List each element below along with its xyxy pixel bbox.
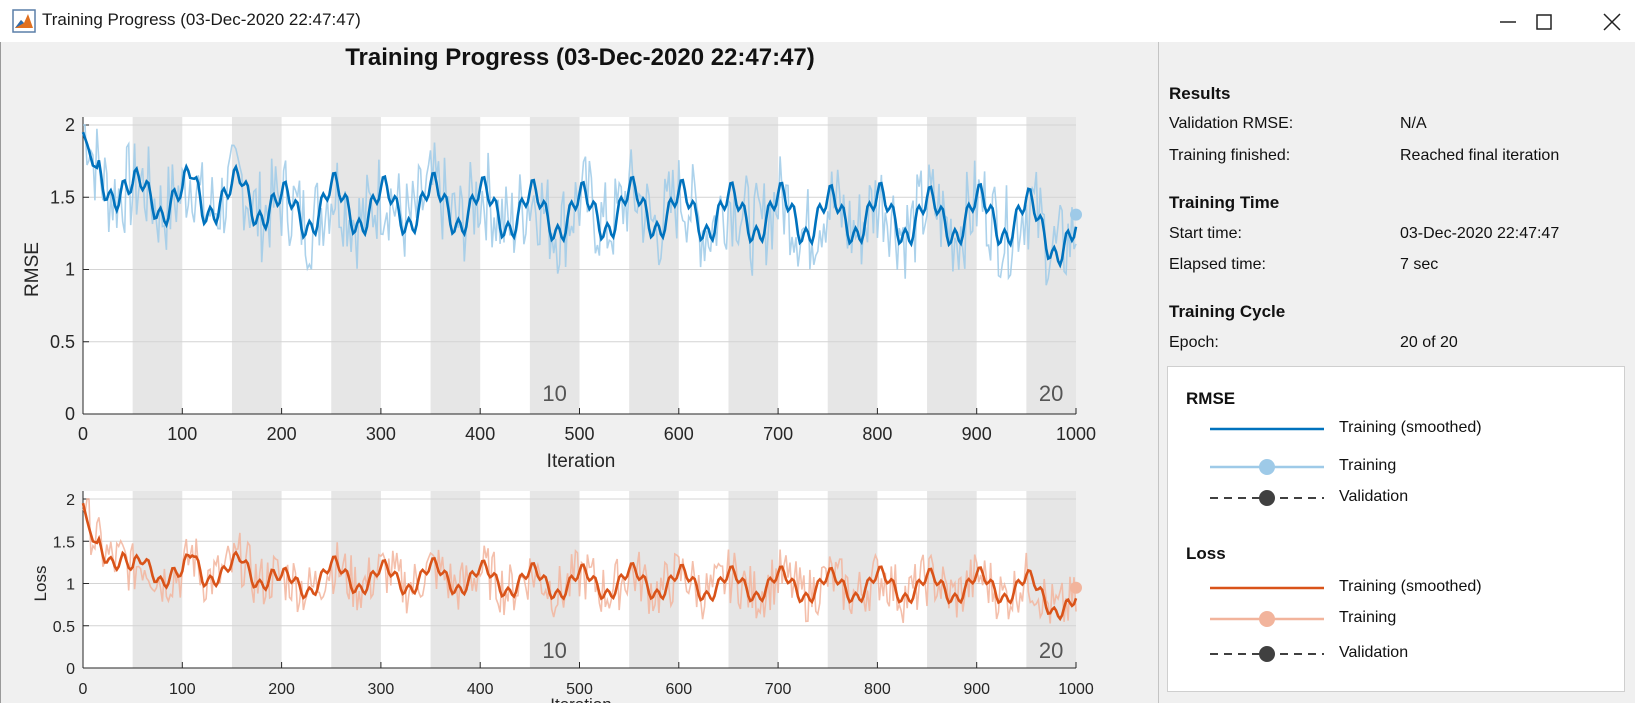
- loss-y-tick-label: 2: [66, 492, 75, 509]
- rmse-epoch-band: [1026, 117, 1076, 414]
- legend-loss-training-line: [1210, 611, 1324, 627]
- minimize-icon: [1500, 21, 1516, 23]
- rmse-epoch-label: 10: [542, 381, 566, 406]
- rmse-x-tick-label: 500: [564, 424, 594, 444]
- legend-rmse-training-line: [1210, 459, 1324, 475]
- minimize-button[interactable]: [1484, 0, 1530, 42]
- rmse-epoch-band: [529, 117, 580, 414]
- legend-loss-heading: Loss: [1186, 544, 1226, 563]
- legend-loss-smoothed-text: Training (smoothed): [1339, 578, 1482, 595]
- rmse-y-tick-label: 0: [65, 404, 75, 424]
- legend-rmse-validation-text: Validation: [1339, 488, 1409, 505]
- validation-rmse-label: Validation RMSE:: [1169, 115, 1294, 132]
- rmse-x-tick-label: 0: [78, 424, 88, 444]
- loss-epoch-label: 10: [542, 638, 566, 663]
- legend-rmse-training-text: Training: [1339, 457, 1397, 474]
- training-plots: 00.511.520 100 200 300 400 500 600 700 800 900 100…: [22, 115, 1096, 703]
- legend-rmse-smoothed-text: Training (smoothed): [1339, 419, 1482, 436]
- legend-rmse-validation-line: [1210, 490, 1324, 506]
- legend-rmse-smoothed-line: [1210, 427, 1324, 431]
- loss-x-tick-label: 400: [467, 681, 494, 698]
- rmse-y-axis-label: RMSE: [22, 242, 43, 297]
- loss-epoch-label: 20: [1039, 638, 1063, 663]
- loss-x-tick-label: 100: [169, 681, 196, 698]
- rmse-x-tick-label: 100: [167, 424, 197, 444]
- elapsed-time-value: 7 sec: [1400, 256, 1439, 273]
- maximize-button[interactable]: [1520, 0, 1566, 42]
- rmse-x-tick-label: 1000: [1056, 424, 1096, 444]
- rmse-epoch-band: [827, 117, 878, 414]
- rmse-epoch-band: [629, 117, 679, 414]
- rmse-x-tick-label: 200: [267, 424, 297, 444]
- loss-y-tick-label: 0.5: [53, 619, 75, 636]
- legend-box: RMSE Training (smoothed) Training Valida…: [1167, 366, 1625, 692]
- loss-x-tick-label: 1000: [1058, 681, 1094, 698]
- rmse-x-tick-label: 900: [962, 424, 992, 444]
- training-time-heading: Training Time: [1169, 193, 1280, 212]
- loss-x-tick-label: 500: [566, 681, 593, 698]
- loss-epoch-band: [1026, 491, 1076, 668]
- rmse-y-tick-label: 0.5: [50, 332, 75, 352]
- rmse-y-tick-label: 1: [65, 260, 75, 280]
- close-button[interactable]: [1588, 0, 1634, 42]
- matlab-icon: [12, 9, 36, 33]
- epoch-label: Epoch:: [1169, 334, 1219, 351]
- rmse-x-tick-label: 400: [465, 424, 495, 444]
- loss-x-tick-label: 700: [765, 681, 792, 698]
- loss-training-raw-line: [82, 498, 1077, 624]
- start-time-value: 03-Dec-2020 22:47:47: [1400, 225, 1560, 242]
- loss-x-tick-label: 800: [864, 681, 891, 698]
- rmse-epoch-band: [132, 117, 183, 414]
- rmse-epoch-label: 20: [1039, 381, 1063, 406]
- legend-loss-smoothed-line: [1210, 586, 1324, 590]
- loss-training-smoothed-line: [81, 502, 1078, 622]
- training-cycle-heading: Training Cycle: [1169, 302, 1286, 321]
- loss-x-tick-label: 300: [368, 681, 395, 698]
- loss-epoch-band: [629, 491, 679, 668]
- rmse-training-final-marker: [1070, 208, 1082, 221]
- rmse-y-tick-label: 1.5: [50, 187, 75, 207]
- rmse-x-tick-label: 300: [366, 424, 396, 444]
- rmse-epoch-band: [331, 117, 381, 414]
- legend-loss-training-text: Training: [1339, 609, 1397, 626]
- close-icon: [1603, 13, 1621, 31]
- plot-title: Training Progress (03-Dec-2020 22:47:47): [345, 44, 815, 71]
- rmse-x-tick-label: 600: [664, 424, 694, 444]
- epoch-value: 20 of 20: [1400, 334, 1458, 351]
- rmse-training-raw-line: [83, 124, 1077, 286]
- legend-loss-validation-text: Validation: [1339, 644, 1409, 661]
- results-heading: Results: [1169, 84, 1231, 103]
- loss-epoch-band: [529, 491, 580, 668]
- loss-x-tick-label: 0: [79, 681, 88, 698]
- loss-y-axis-label: Loss: [31, 566, 50, 602]
- loss-y-tick-label: 1.5: [53, 534, 75, 551]
- legend-loss-validation-line: [1210, 646, 1324, 662]
- loss-x-tick-label: 200: [268, 681, 295, 698]
- maximize-icon: [1536, 14, 1552, 30]
- loss-y-tick-label: 1: [66, 577, 75, 594]
- loss-training-final-marker: [1070, 581, 1082, 594]
- window-title: Training Progress (03-Dec-2020 22:47:47): [42, 10, 361, 29]
- rmse-x-tick-label: 800: [862, 424, 892, 444]
- rmse-x-axis-label: Iteration: [547, 451, 616, 472]
- loss-x-tick-label: 900: [963, 681, 990, 698]
- rmse-training-smoothed-line: [81, 131, 1078, 269]
- elapsed-time-label: Elapsed time:: [1169, 256, 1266, 273]
- loss-x-tick-label: 600: [665, 681, 692, 698]
- loss-x-axis-label: Iteration: [550, 695, 611, 703]
- start-time-label: Start time:: [1169, 225, 1242, 242]
- rmse-y-tick-label: 2: [65, 115, 75, 135]
- training-finished-label: Training finished:: [1169, 147, 1291, 164]
- validation-rmse-value: N/A: [1400, 115, 1427, 132]
- loss-y-tick-label: 0: [66, 661, 75, 678]
- window-titlebar: Training Progress (03-Dec-2020 22:47:47): [0, 0, 1635, 42]
- legend-rmse-heading: RMSE: [1186, 389, 1236, 408]
- training-finished-value: Reached final iteration: [1400, 147, 1560, 164]
- rmse-x-tick-label: 700: [763, 424, 793, 444]
